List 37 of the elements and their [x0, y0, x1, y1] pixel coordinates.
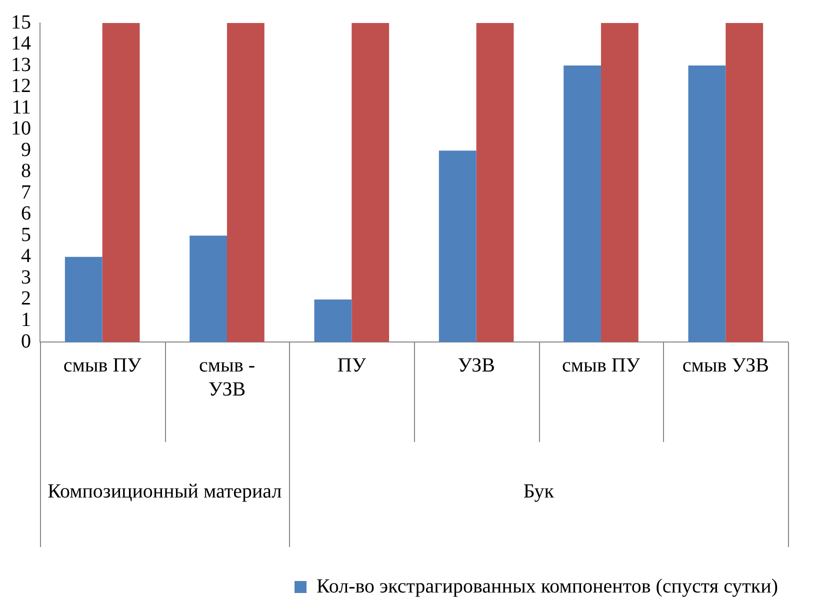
y-tick-label: 3 [21, 266, 31, 288]
y-tick-label: 4 [21, 245, 31, 268]
y-tick-label: 1 [21, 308, 31, 331]
x-tick-label: смыв ПУ [562, 354, 641, 376]
bar [564, 66, 601, 342]
y-tick-label: 13 [11, 54, 31, 76]
y-tick-label: 11 [12, 96, 31, 118]
y-tick-label: 14 [11, 32, 31, 55]
y-tick-label: 2 [21, 288, 31, 310]
x-tick-label: смыв УЗВ [682, 354, 770, 376]
bar [601, 23, 638, 342]
bar [190, 236, 227, 342]
y-tick-label: 10 [11, 118, 31, 140]
y-tick-label: 0 [21, 330, 31, 352]
y-tick-label: 7 [21, 181, 31, 204]
x-tick-label: смыв ПУ [63, 354, 142, 376]
bar [476, 23, 514, 342]
bar [688, 66, 726, 342]
text: Бук [523, 480, 554, 502]
y-tick-label: 5 [21, 224, 31, 246]
bar [726, 23, 764, 342]
bar [438, 150, 476, 342]
x-tick-label: ПУ [337, 354, 367, 376]
y-tick-label: 12 [11, 75, 31, 98]
bar [102, 23, 140, 342]
bar [64, 256, 102, 342]
legend-label: Кол-во экстрагированных компонентов (спустя сутки) [316, 575, 778, 598]
y-tick-label: 8 [21, 160, 31, 182]
x-tick-label: УЗВ [458, 354, 495, 376]
y-tick-label: 9 [21, 138, 31, 161]
bar [314, 299, 352, 342]
bar [352, 23, 390, 342]
x-tick-label: смыв - УЗВ [198, 354, 256, 400]
y-tick-label: 15 [11, 11, 31, 34]
bar [227, 23, 264, 342]
text: Композиционный материал [48, 480, 282, 502]
y-tick-label: 6 [21, 202, 31, 225]
